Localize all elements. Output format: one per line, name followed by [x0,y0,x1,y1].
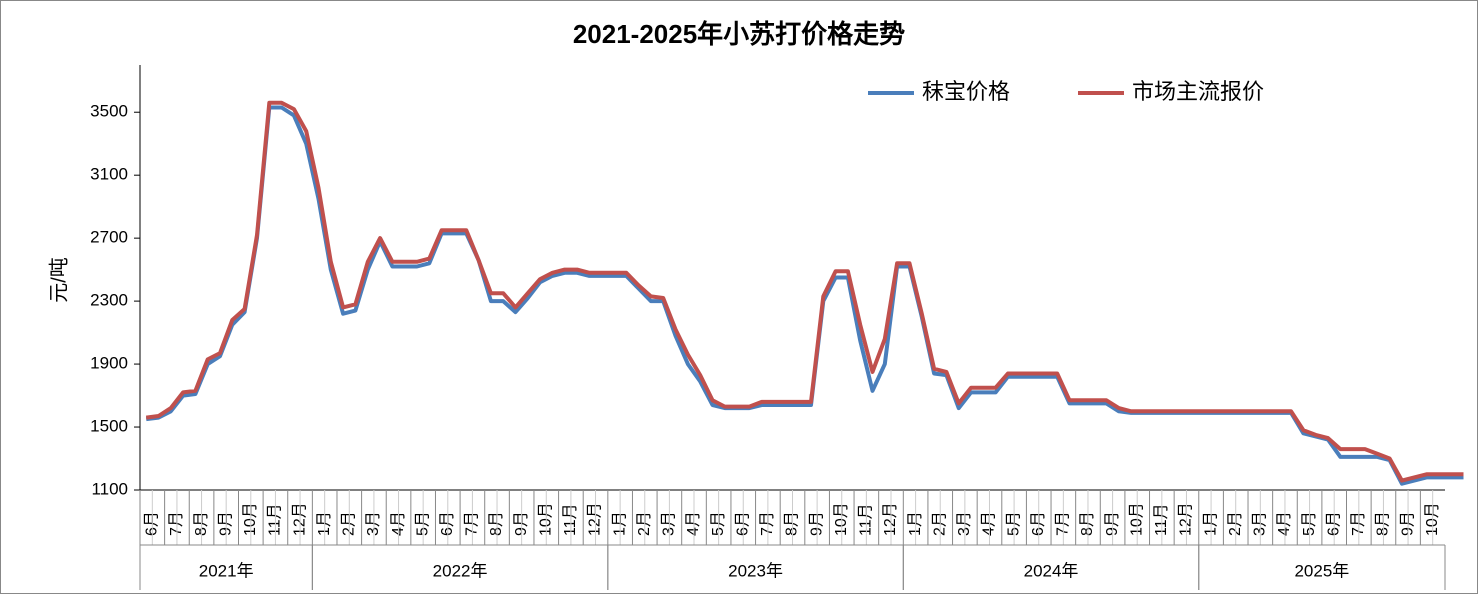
year-label: 2023年 [728,561,783,580]
year-label: 2022年 [433,561,488,580]
y-axis-label: 元/吨 [47,257,70,303]
legend-label: 秣宝价格 [922,79,1010,104]
series-line [145,100,1464,483]
y-tick-label: 1900 [90,354,128,373]
y-tick-label: 1500 [90,417,128,436]
y-tick-label: 3500 [90,102,128,121]
chart-title: 2021-2025年小苏打价格走势 [573,19,905,49]
y-tick-label: 3100 [90,165,128,184]
year-label: 2024年 [1024,561,1079,580]
year-label: 2021年 [199,561,254,580]
year-label: 2025年 [1294,561,1349,580]
y-tick-label: 2300 [90,291,128,310]
y-tick-label: 1100 [91,479,128,498]
y-tick-label: 2700 [90,228,128,247]
legend-label: 市场主流报价 [1132,79,1264,104]
